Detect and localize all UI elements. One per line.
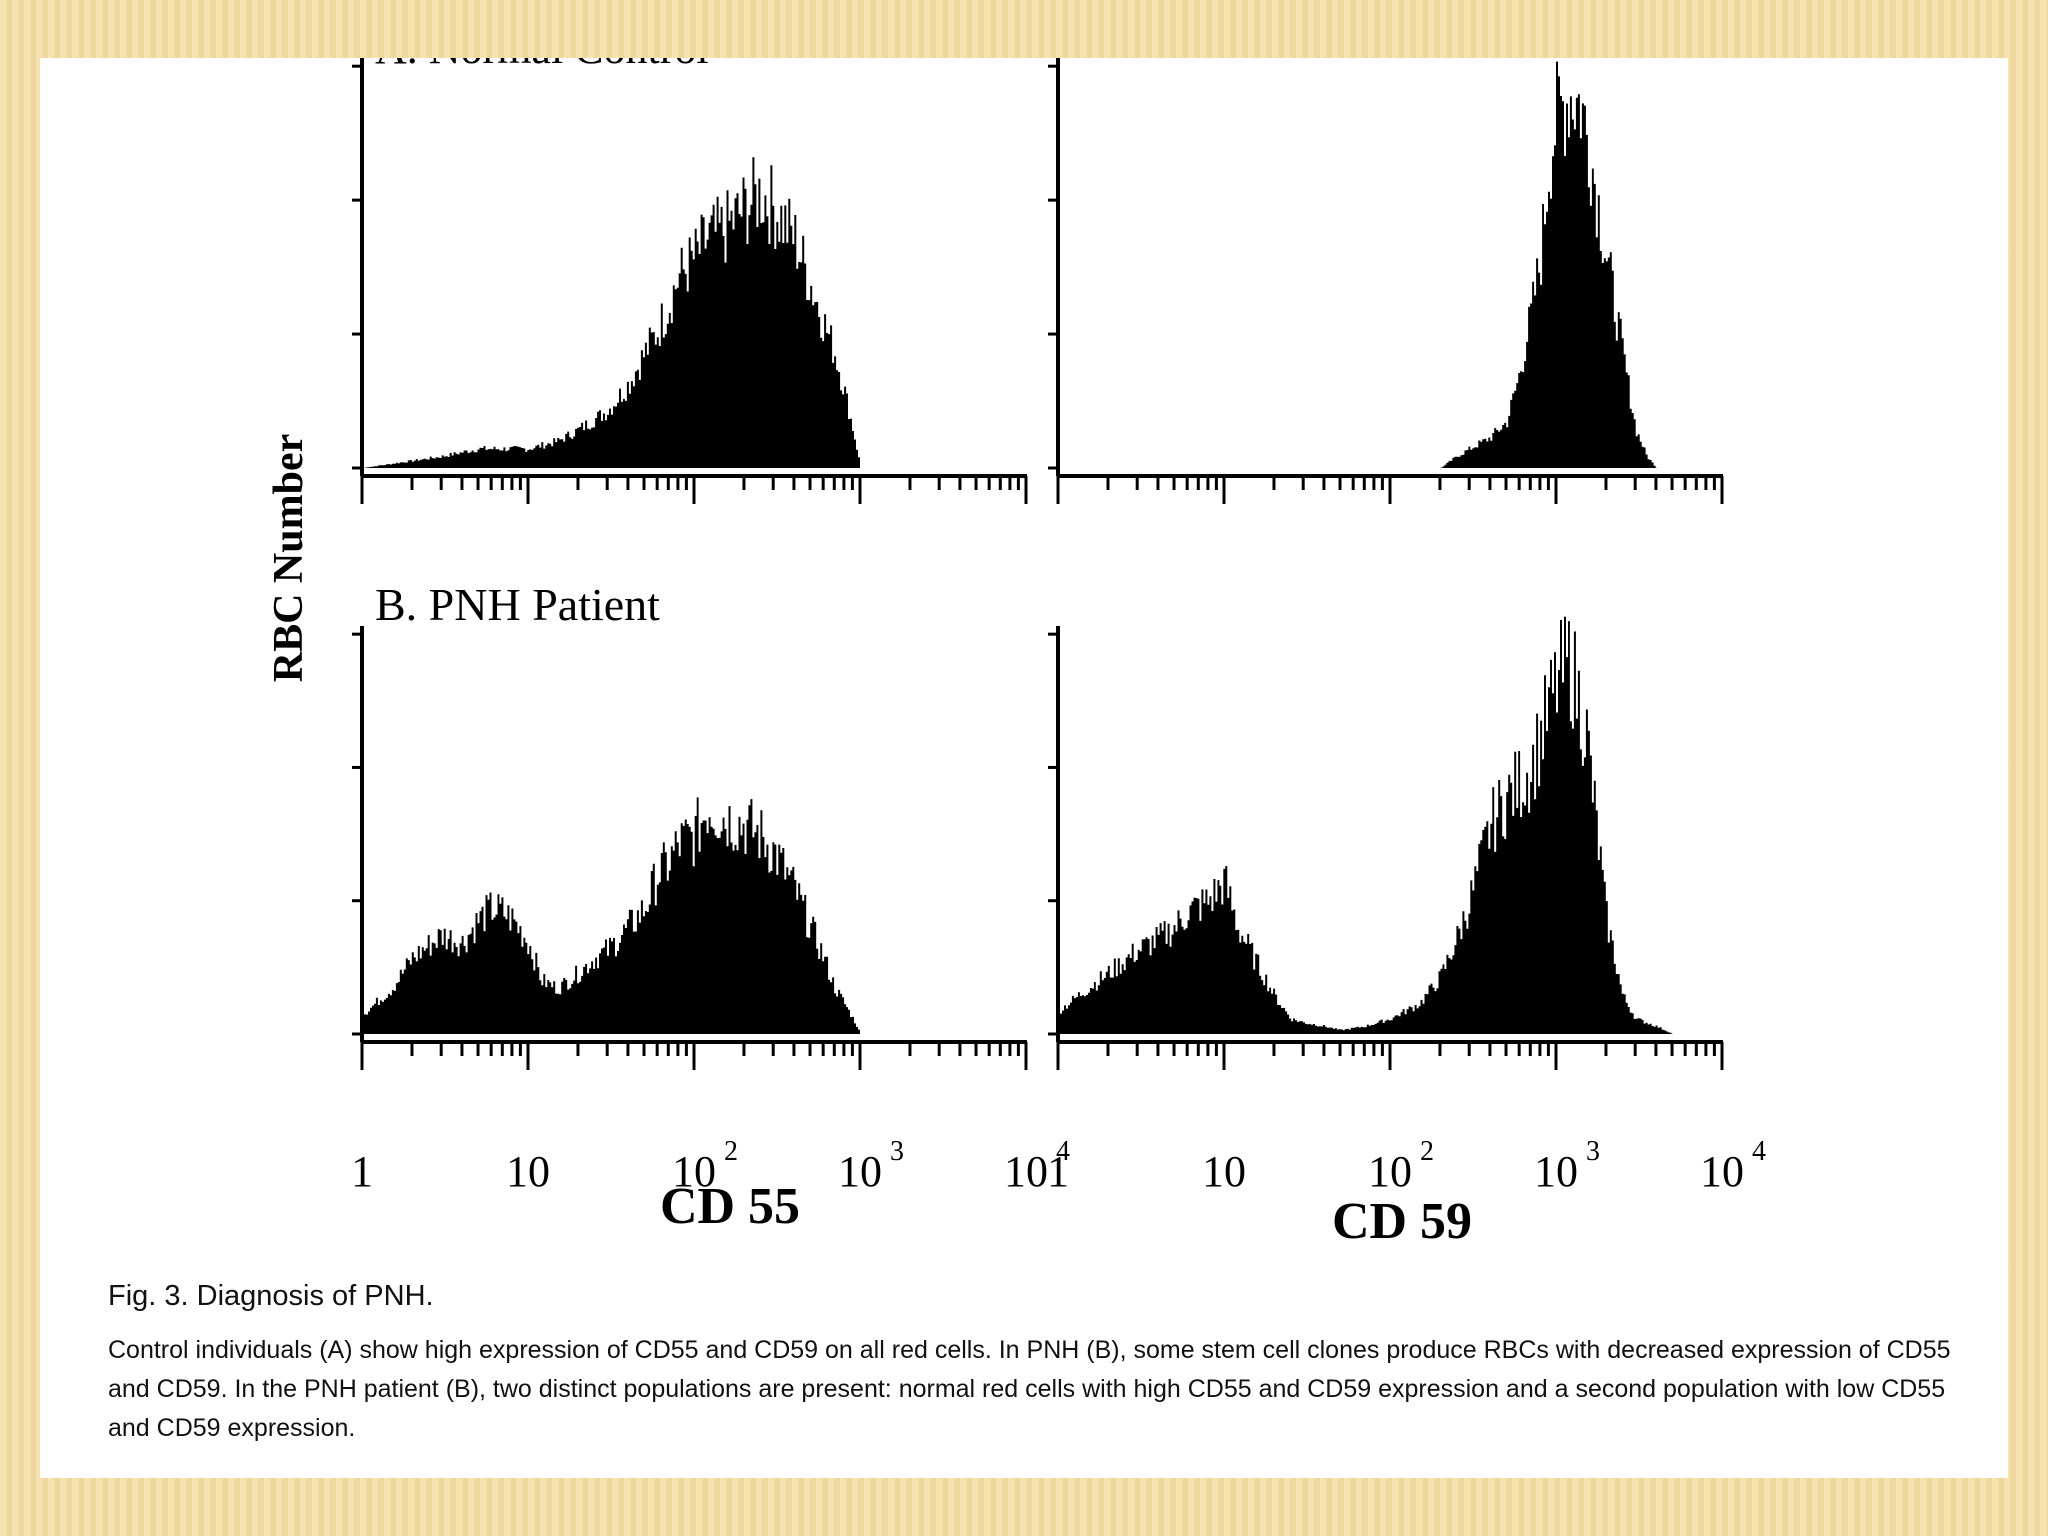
- slide-content: RBC Number A. Normal Control B. PNH Pati…: [40, 58, 2008, 1478]
- histogram-series-3: [362, 797, 862, 1034]
- x-tick-label: 10: [1534, 1147, 1578, 1196]
- y-axis-label: RBC Number: [266, 434, 312, 683]
- histogram-series-4: [1058, 616, 1674, 1034]
- caption-body: Control individuals (A) show high expres…: [108, 1336, 1951, 1442]
- x-tick-label: 10: [1004, 1147, 1048, 1196]
- x-axis-label-cd55: CD 55: [660, 1178, 800, 1235]
- x-tick-label: 10: [672, 1147, 716, 1196]
- x-tick-exponent: 4: [1056, 1136, 1070, 1167]
- x-tick-exponent: 3: [1586, 1136, 1600, 1167]
- histogram-series-2: [1058, 61, 1658, 468]
- x-tick-label: 10: [1368, 1147, 1412, 1196]
- x-tick-label: 10: [506, 1147, 550, 1196]
- caption-title: Fig. 3. Diagnosis of PNH.: [108, 1280, 434, 1312]
- panel-b-title: B. PNH Patient: [375, 579, 660, 630]
- figure-caption: Fig. 3. Diagnosis of PNH. Control indivi…: [108, 1280, 1958, 1448]
- x-tick-label: 10: [1700, 1147, 1744, 1196]
- x-tick-exponent: 2: [1420, 1136, 1434, 1167]
- x-axis-label-cd59: CD 59: [1332, 1193, 1472, 1250]
- x-tick-label: 1: [1047, 1147, 1069, 1196]
- histogram-figure: RBC Number A. Normal Control B. PNH Pati…: [266, 58, 1766, 1250]
- x-tick-exponent: 3: [890, 1136, 904, 1167]
- x-tick-exponent: 2: [724, 1136, 738, 1167]
- panel-a-title: A. Normal Control: [375, 58, 709, 73]
- histogram-series-1: [362, 157, 862, 468]
- x-tick-label: 10: [838, 1147, 882, 1196]
- x-tick-label: 10: [1202, 1147, 1246, 1196]
- x-tick-exponent: 4: [1752, 1136, 1766, 1167]
- x-tick-label: 1: [351, 1147, 373, 1196]
